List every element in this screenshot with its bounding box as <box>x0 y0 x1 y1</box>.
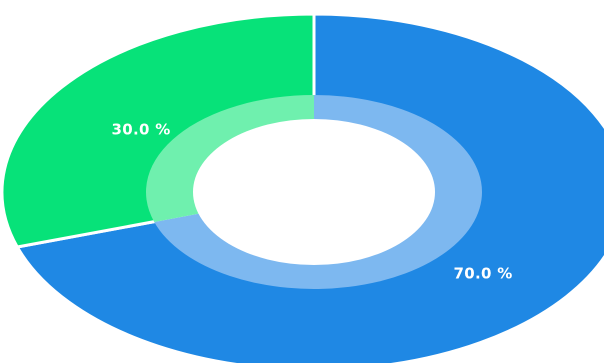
slice-0 <box>15 12 604 363</box>
slice-labels: 70.0 % 30.0 % <box>111 121 512 283</box>
slice-label-0: 70.0 % <box>453 265 512 283</box>
donut-hole <box>193 119 435 265</box>
slice-label-1: 30.0 % <box>111 121 170 139</box>
